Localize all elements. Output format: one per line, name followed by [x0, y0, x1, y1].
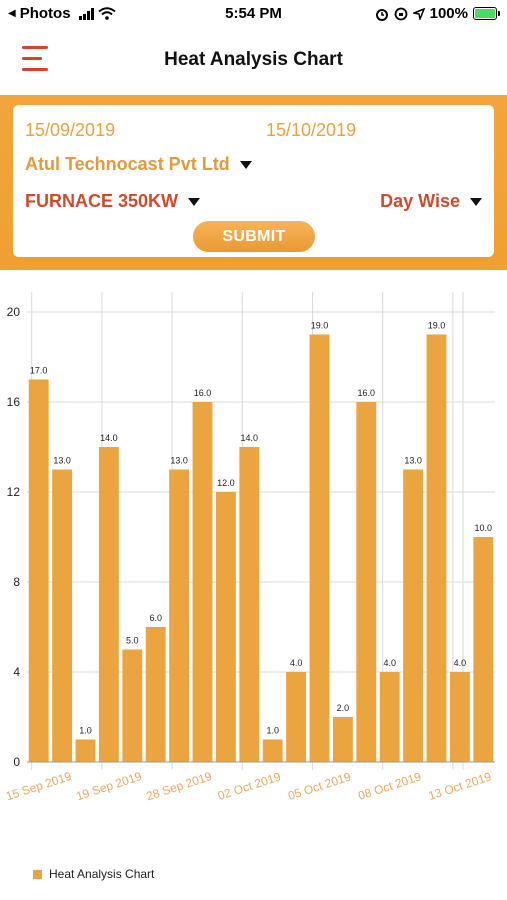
filter-panel: 15/09/2019 15/10/2019 Atul Technocast Pv… — [0, 95, 507, 270]
status-time: 5:54 PM — [225, 5, 282, 22]
bar-data-label: 12.0 — [217, 478, 235, 488]
company-dropdown-label: Atul Technocast Pvt Ltd — [25, 154, 230, 174]
bar-data-label: 16.0 — [358, 388, 376, 398]
chart-bar — [356, 402, 377, 762]
chart-bar — [28, 379, 49, 762]
bar-data-label: 5.0 — [126, 636, 139, 646]
chart-bar — [332, 717, 353, 762]
wifi-icon — [97, 7, 116, 20]
bar-data-label: 4.0 — [290, 658, 303, 668]
chart-bar — [122, 649, 143, 762]
back-to-app[interactable]: ◀ Photos — [8, 5, 116, 22]
caret-down-icon — [470, 197, 482, 206]
bar-data-label: 19.0 — [311, 321, 329, 331]
company-dropdown[interactable]: Atul Technocast Pvt Ltd — [25, 154, 252, 175]
location-icon — [412, 7, 425, 20]
bar-data-label: 16.0 — [194, 388, 212, 398]
page-title: Heat Analysis Chart — [164, 49, 343, 70]
chart-bar — [192, 402, 213, 762]
bar-data-label: 4.0 — [383, 658, 396, 668]
bar-data-label: 19.0 — [428, 321, 446, 331]
bar-data-label: 14.0 — [241, 433, 259, 443]
filter-card: 15/09/2019 15/10/2019 Atul Technocast Pv… — [13, 105, 494, 257]
x-tick-label: 28 Sep 2019 — [145, 769, 214, 803]
y-tick-label: 0 — [13, 755, 20, 769]
chart-bar — [379, 672, 400, 762]
y-tick-label: 20 — [7, 305, 21, 319]
back-app-label: Photos — [19, 5, 71, 22]
status-bar: ◀ Photos 5:54 PM 100% — [0, 0, 507, 28]
battery-percent: 100% — [429, 5, 468, 22]
period-dropdown-label: Day Wise — [380, 191, 460, 211]
y-tick-label: 8 — [13, 575, 20, 589]
chart-bar — [215, 492, 236, 762]
bar-data-label: 1.0 — [79, 726, 92, 736]
chart-bar — [449, 672, 470, 762]
chart-bar — [426, 334, 447, 762]
submit-button[interactable]: SUBMIT — [193, 221, 315, 252]
from-date-field[interactable]: 15/09/2019 — [25, 120, 116, 140]
y-tick-label: 12 — [7, 485, 21, 499]
chart-bar — [286, 672, 307, 762]
bar-chart: 0 4 8 12 16 20 17.0 13.0 1.0 14.0 5.0 6.0 13.0 16.0 12… — [4, 292, 495, 803]
status-right: 100% — [375, 5, 500, 22]
caret-down-icon — [239, 160, 252, 169]
chart-bar — [239, 447, 260, 762]
chart-bar — [403, 469, 424, 762]
furnace-dropdown[interactable]: FURNACE 350KW — [25, 191, 201, 212]
bar-data-label: 13.0 — [404, 456, 422, 466]
legend-label: Heat Analysis Chart — [49, 867, 155, 881]
hamburger-icon-line — [22, 57, 42, 60]
chart-bar — [98, 447, 119, 762]
y-tick-label: 16 — [7, 395, 21, 409]
x-tick-label: 13 Oct 2019 — [427, 769, 494, 803]
x-tick-label: 05 Oct 2019 — [286, 769, 353, 803]
period-dropdown[interactable]: Day Wise — [380, 191, 482, 212]
bar-data-label: 4.0 — [454, 658, 467, 668]
bar-data-label: 10.0 — [475, 523, 493, 533]
bar-data-label: 6.0 — [149, 613, 162, 623]
x-tick-label: 02 Oct 2019 — [216, 769, 283, 803]
caret-down-icon — [188, 197, 201, 206]
x-tick-label: 08 Oct 2019 — [356, 769, 423, 803]
menu-button[interactable] — [22, 46, 52, 72]
bar-data-label: 1.0 — [266, 726, 279, 736]
heat-analysis-chart: 0 4 8 12 16 20 17.0 13.0 1.0 14.0 5.0 6.0 13.0 16.0 12… — [0, 280, 507, 850]
chart-bar — [262, 739, 283, 762]
bar-data-label: 13.0 — [170, 456, 188, 466]
chart-bar — [145, 627, 166, 762]
legend-swatch — [33, 869, 42, 879]
bar-data-label: 14.0 — [100, 433, 118, 443]
battery-icon — [473, 7, 500, 20]
x-tick-label: 19 Sep 2019 — [74, 769, 143, 803]
chart-bar — [309, 334, 330, 762]
hamburger-icon — [22, 46, 48, 49]
bar-data-label: 17.0 — [30, 366, 48, 376]
alarm-icon — [375, 8, 388, 21]
y-tick-label: 4 — [13, 665, 20, 679]
chart-bar — [75, 739, 96, 762]
chart-bar — [169, 469, 190, 762]
cellular-signal-icon — [78, 7, 94, 20]
hamburger-icon-line — [22, 68, 48, 71]
rotation-lock-icon — [394, 7, 408, 20]
bar-data-label: 2.0 — [337, 703, 350, 713]
back-arrow-icon: ◀ — [8, 8, 16, 19]
to-date-field[interactable]: 15/10/2019 — [266, 120, 357, 140]
furnace-dropdown-label: FURNACE 350KW — [25, 191, 179, 211]
chart-bar — [473, 537, 494, 762]
chart-legend: Heat Analysis Chart — [33, 867, 154, 881]
bar-data-label: 13.0 — [53, 456, 71, 466]
x-tick-label: 15 Sep 2019 — [4, 769, 73, 803]
chart-bar — [52, 469, 73, 762]
nav-bar: Heat Analysis Chart — [0, 30, 507, 90]
